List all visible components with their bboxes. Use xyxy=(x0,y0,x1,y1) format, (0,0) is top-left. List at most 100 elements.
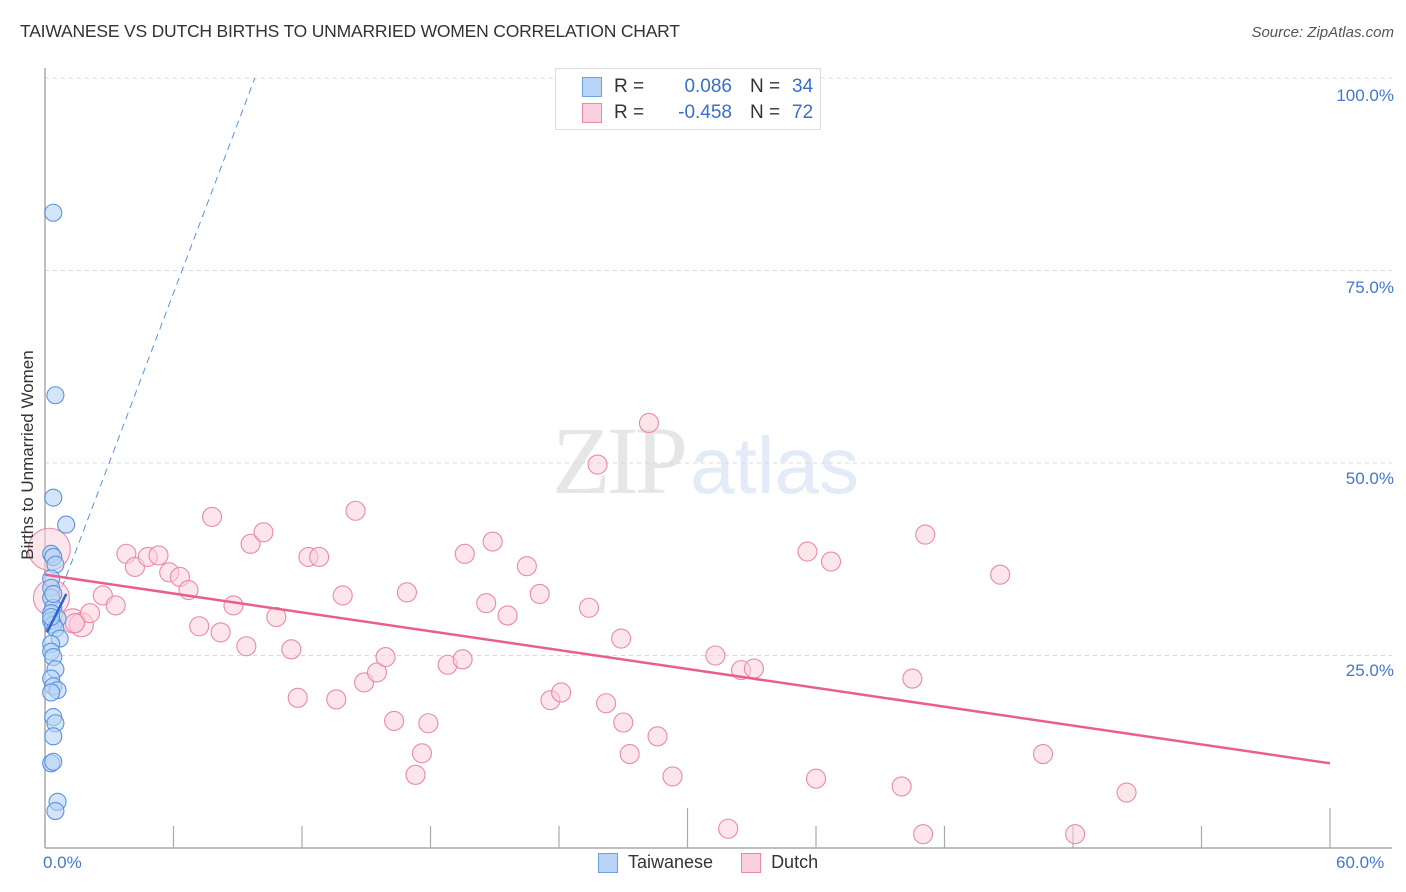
dutch-trendline xyxy=(44,573,1331,765)
taiwanese-trendline xyxy=(45,593,68,633)
dutch-point xyxy=(309,546,330,567)
dutch-point xyxy=(611,628,632,649)
taiwanese-swatch xyxy=(598,852,618,873)
dutch-point xyxy=(705,645,726,666)
r-value: -0.458 xyxy=(678,102,732,123)
n-label: N = xyxy=(750,102,781,123)
chart-title: TAIWANESE VS DUTCH BIRTHS TO UNMARRIED W… xyxy=(20,21,680,41)
x-tick-min: 0.0% xyxy=(43,853,82,872)
dutch-point xyxy=(482,531,503,552)
y-tick-100: 100.0% xyxy=(1336,86,1394,105)
taiwanese-extended-trendline xyxy=(44,77,256,633)
dutch-point xyxy=(148,545,169,566)
taiwanese-point xyxy=(44,752,63,771)
dutch-point xyxy=(345,500,366,521)
dutch-point xyxy=(647,726,668,747)
dutch-point xyxy=(332,585,353,606)
dutch-point xyxy=(189,616,210,637)
taiwanese-point xyxy=(44,584,63,603)
dutch-point xyxy=(476,593,497,614)
dutch-point xyxy=(497,605,518,626)
dutch-point xyxy=(384,710,405,732)
dutch-points xyxy=(27,412,1137,845)
legend-label-taiwanese: Taiwanese xyxy=(628,852,714,872)
taiwanese-point xyxy=(44,488,63,507)
dutch-point xyxy=(743,658,764,679)
dutch-point xyxy=(820,551,842,572)
dutch-point xyxy=(891,776,912,797)
dutch-point xyxy=(366,662,388,683)
dutch-point xyxy=(613,712,634,733)
dutch-point xyxy=(990,564,1011,585)
dutch-swatch xyxy=(741,852,762,873)
correlation-legend: R = 0.086 N = 34 R = -0.458 N = 72 xyxy=(555,68,821,130)
dutch-point xyxy=(718,818,739,839)
r-label: R = xyxy=(614,102,645,123)
dutch-point xyxy=(913,824,934,845)
dutch-point xyxy=(587,454,608,475)
taiwanese-point xyxy=(46,801,65,821)
dutch-point xyxy=(210,622,231,643)
taiwanese-point xyxy=(44,203,63,222)
y-tick-75: 75.0% xyxy=(1345,278,1394,297)
dutch-point xyxy=(1116,782,1137,803)
dutch-point xyxy=(223,595,244,616)
r-value: 0.086 xyxy=(684,76,732,97)
dutch-point xyxy=(64,613,86,634)
dutch-point xyxy=(253,522,274,543)
taiwanese-point xyxy=(42,683,61,702)
gridlines xyxy=(45,77,1392,656)
dutch-point xyxy=(405,764,426,785)
legend-row-dutch: R = -0.458 N = 72 xyxy=(582,100,813,126)
y-axis-label: Births to Unmarried Women xyxy=(18,350,37,560)
taiwanese-point xyxy=(44,727,63,746)
dutch-swatch xyxy=(582,103,602,123)
dutch-point xyxy=(797,541,818,562)
dutch-point xyxy=(1065,824,1086,845)
dutch-point xyxy=(529,583,550,604)
dutch-point xyxy=(578,597,600,618)
dutch-point xyxy=(375,646,396,668)
dutch-point xyxy=(79,603,101,624)
dutch-point xyxy=(1032,744,1054,765)
taiwanese-points xyxy=(42,203,76,821)
dutch-point xyxy=(281,639,302,660)
dutch-point xyxy=(287,687,308,708)
dutch-point xyxy=(454,543,475,564)
legend-label-dutch: Dutch xyxy=(771,852,819,872)
dutch-point xyxy=(638,412,660,434)
n-value: 72 xyxy=(792,102,814,123)
axes xyxy=(44,68,1392,849)
dutch-point xyxy=(202,506,223,527)
dutch-point xyxy=(662,766,683,787)
dutch-point xyxy=(411,743,432,764)
legend-item-dutch[interactable]: Dutch xyxy=(741,852,818,873)
series-legend: Taiwanese Dutch xyxy=(598,852,846,873)
taiwanese-point xyxy=(57,515,76,534)
dutch-point xyxy=(915,524,936,545)
dutch-point xyxy=(902,668,923,689)
taiwanese-swatch xyxy=(582,77,602,97)
source-label: Source: ZipAtlas.com xyxy=(1251,24,1394,41)
legend-row-taiwanese: R = 0.086 N = 34 xyxy=(582,74,813,100)
dutch-point xyxy=(452,649,473,670)
x-tick-max: 60.0% xyxy=(1336,853,1385,872)
dutch-point xyxy=(418,713,439,734)
dutch-point xyxy=(240,533,261,554)
dutch-point xyxy=(619,744,640,765)
dutch-point xyxy=(326,689,347,710)
dutch-point xyxy=(105,595,126,616)
r-label: R = xyxy=(614,76,645,97)
n-label: N = xyxy=(750,76,781,97)
dutch-point xyxy=(516,556,537,577)
y-tick-50: 50.0% xyxy=(1345,469,1394,488)
y-tick-25: 25.0% xyxy=(1345,661,1394,680)
n-value: 34 xyxy=(792,76,814,97)
dashed-trend xyxy=(44,77,256,633)
dutch-point xyxy=(551,682,572,703)
trendlines xyxy=(44,573,1331,765)
dutch-point xyxy=(805,768,827,789)
legend-item-taiwanese[interactable]: Taiwanese xyxy=(598,852,713,873)
dutch-point xyxy=(396,582,417,603)
